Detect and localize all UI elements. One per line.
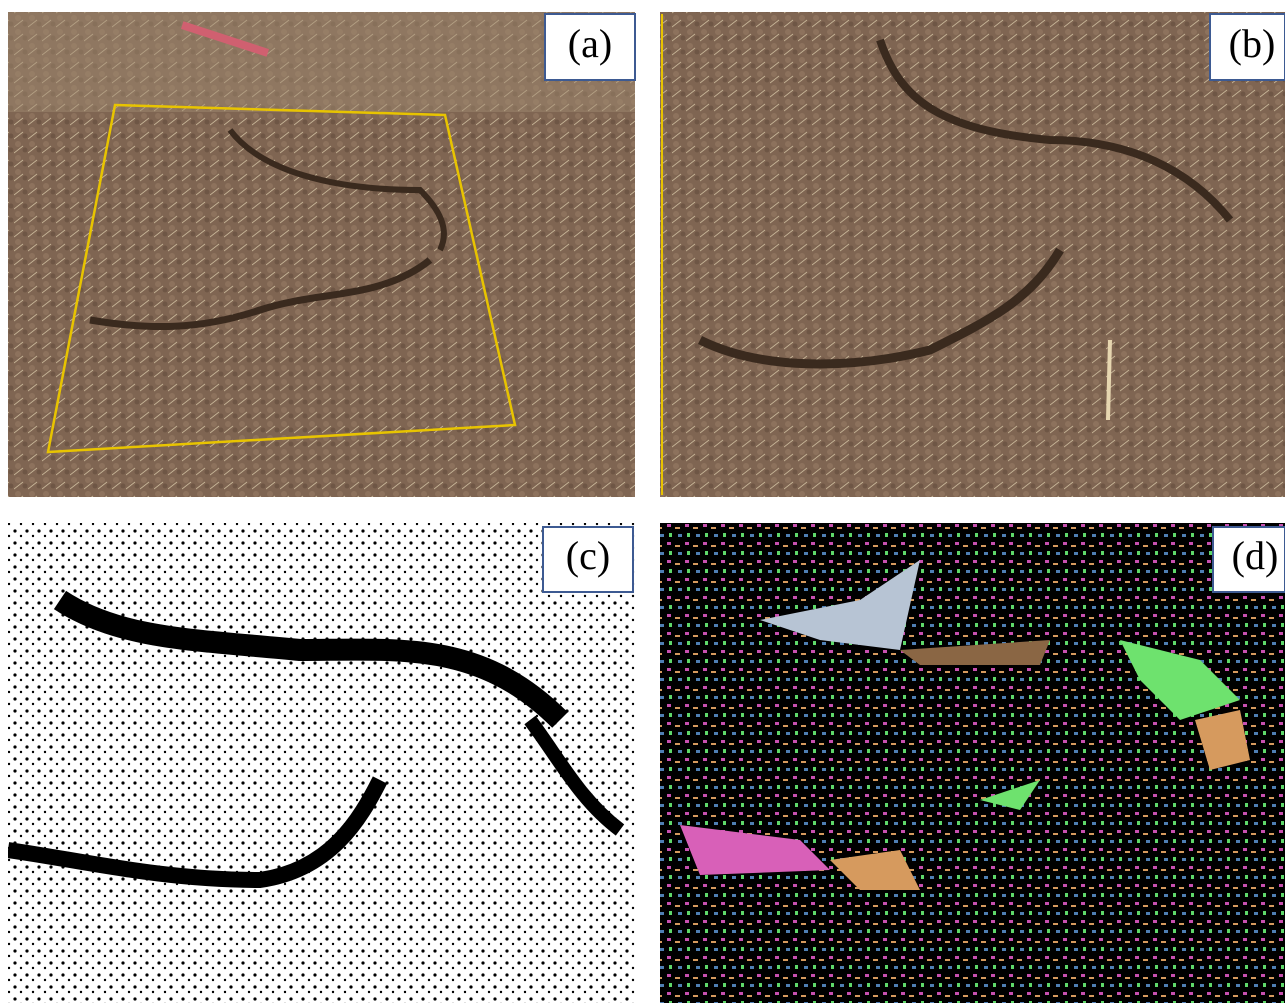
panel-label: (b) bbox=[1229, 21, 1276, 66]
image-c bbox=[8, 523, 635, 1003]
panel-label: (d) bbox=[1232, 533, 1279, 578]
figure: (a) (b) (c) (d) bbox=[0, 0, 1285, 1003]
photo-b bbox=[660, 12, 1285, 497]
image-d bbox=[660, 523, 1285, 1003]
photo-a bbox=[8, 12, 635, 497]
panel-label: (a) bbox=[568, 21, 612, 66]
panel-label: (c) bbox=[566, 533, 610, 578]
page: (a) (b) (c) (d) (() => { const data = JS… bbox=[0, 0, 1285, 1003]
